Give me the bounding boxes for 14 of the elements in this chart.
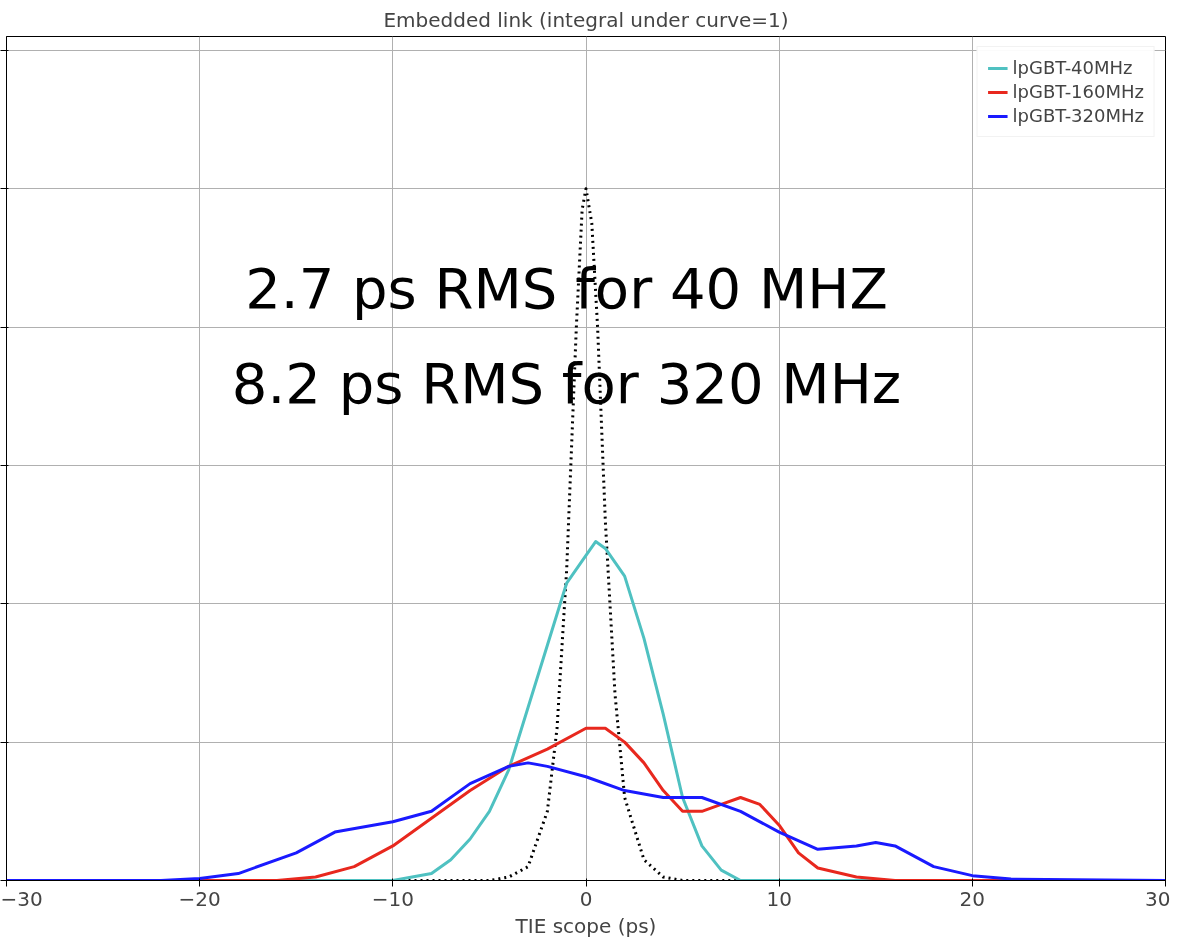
x-tick-label: −30 bbox=[0, 886, 43, 911]
x-tick-label: −20 bbox=[178, 886, 221, 911]
legend-label: lpGBT-40MHz bbox=[1012, 57, 1133, 78]
x-tick-label: 30 bbox=[1145, 886, 1171, 911]
legend-label: lpGBT-320MHz bbox=[1012, 105, 1144, 126]
x-tick-label: 10 bbox=[766, 886, 792, 911]
legend-label: lpGBT-160MHz bbox=[1012, 81, 1144, 102]
x-tick-label: 0 bbox=[579, 886, 593, 911]
x-tick-label: −10 bbox=[371, 886, 414, 911]
chart-title: Embedded link (integral under curve=1) bbox=[383, 7, 789, 32]
annotation: 2.7 ps RMS for 40 MHZ bbox=[245, 255, 888, 321]
annotation: 8.2 ps RMS for 320 MHz bbox=[231, 350, 902, 416]
x-tick-label: 20 bbox=[959, 886, 986, 911]
x-axis-title: TIE scope (ps) bbox=[514, 913, 657, 938]
